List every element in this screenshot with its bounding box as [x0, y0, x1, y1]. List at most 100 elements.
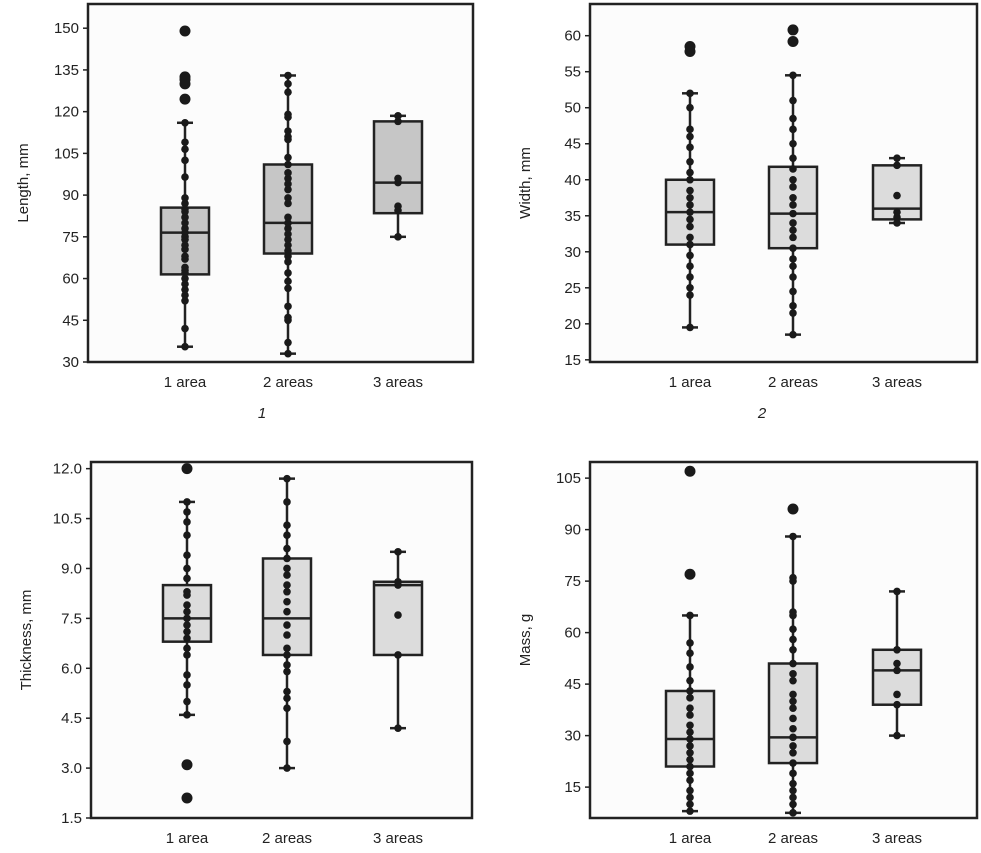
data-point: [284, 71, 292, 80]
data-point: [686, 323, 694, 332]
data-point: [789, 742, 797, 750]
data-point: [686, 649, 694, 658]
data-point: [789, 608, 797, 616]
data-point: [686, 175, 694, 184]
box-2-areas: [767, 24, 819, 339]
data-point: [394, 611, 402, 619]
data-point: [893, 154, 901, 162]
data-point: [686, 611, 694, 620]
data-point: [789, 219, 797, 227]
data-point: [789, 262, 797, 270]
data-point: [183, 518, 191, 526]
x-tick-label: 2 areas: [263, 374, 313, 391]
data-point: [284, 277, 292, 286]
data-point: [283, 694, 291, 703]
outlier-point: [181, 759, 193, 771]
data-point: [789, 625, 797, 633]
outlier-point: [684, 465, 696, 477]
data-point: [181, 213, 189, 222]
y-tick-label: 150: [54, 20, 79, 37]
data-point: [789, 697, 797, 706]
data-point: [181, 274, 189, 283]
data-point: [789, 670, 797, 678]
data-point: [181, 280, 189, 288]
data-point: [789, 733, 797, 742]
data-point: [284, 127, 292, 135]
data-point: [181, 224, 189, 233]
data-point: [789, 676, 797, 685]
outlier-point: [179, 93, 191, 105]
data-point: [394, 577, 402, 586]
data-point: [183, 574, 191, 583]
y-axis-label: Width, mm: [517, 147, 534, 219]
data-point: [284, 258, 292, 266]
x-tick-label: 3 areas: [872, 374, 922, 391]
data-point: [183, 681, 191, 689]
box-1-area: [161, 463, 213, 804]
data-point: [686, 262, 694, 270]
y-tick-label: 30: [564, 244, 581, 261]
data-point: [181, 118, 189, 127]
data-point: [284, 199, 292, 208]
data-point: [394, 548, 402, 556]
data-point: [893, 587, 901, 596]
data-point: [893, 645, 901, 654]
data-point: [789, 759, 797, 767]
panel-caption: 2: [757, 405, 767, 422]
y-tick-label: 9.0: [61, 560, 82, 577]
box-3-areas: [871, 587, 923, 740]
data-point: [284, 132, 292, 141]
y-tick-label: 4.5: [61, 710, 82, 727]
panel-4: 15 30 45 60 75 90 105 Mass, g 1 area 2 areas 3 are…: [517, 460, 979, 847]
data-point: [181, 199, 189, 208]
data-point: [394, 651, 402, 659]
data-point: [686, 721, 694, 730]
data-point: [284, 153, 292, 162]
x-tick-label: 3 areas: [373, 830, 423, 847]
outlier-point: [787, 24, 799, 36]
data-point: [284, 252, 292, 261]
data-point: [183, 601, 191, 609]
data-point: [893, 191, 901, 200]
data-point: [789, 748, 797, 757]
data-point: [686, 201, 694, 209]
data-point: [283, 661, 291, 669]
y-tick-label: 25: [564, 280, 581, 297]
data-point: [283, 764, 291, 772]
data-point: [686, 728, 694, 736]
data-point: [789, 125, 797, 134]
data-point: [686, 755, 694, 764]
data-point: [789, 809, 797, 817]
data-point: [789, 786, 797, 795]
data-point: [686, 776, 694, 785]
data-point: [789, 165, 797, 173]
data-point: [283, 607, 291, 616]
data-point: [183, 614, 191, 623]
y-tick-label: 45: [564, 676, 581, 693]
data-point: [284, 213, 292, 222]
data-point: [789, 714, 797, 723]
data-point: [686, 786, 694, 795]
data-point: [394, 724, 402, 732]
data-point: [789, 193, 797, 202]
data-point: [394, 202, 402, 211]
y-tick-label: 7.5: [61, 610, 82, 627]
data-point: [284, 185, 292, 194]
data-point: [686, 125, 694, 134]
data-point: [283, 651, 291, 659]
data-point: [283, 564, 291, 573]
data-point: [283, 531, 291, 539]
data-point: [283, 554, 291, 563]
data-point: [283, 621, 291, 629]
data-point: [284, 235, 292, 244]
data-point: [283, 631, 291, 639]
data-point: [789, 233, 797, 242]
x-tick-label: 1 area: [164, 374, 207, 391]
y-tick-label: 45: [564, 136, 581, 153]
data-point: [284, 194, 292, 202]
data-point: [789, 769, 797, 778]
data-point: [284, 338, 292, 347]
data-point: [789, 573, 797, 582]
data-point: [893, 666, 901, 675]
data-point: [283, 587, 291, 596]
